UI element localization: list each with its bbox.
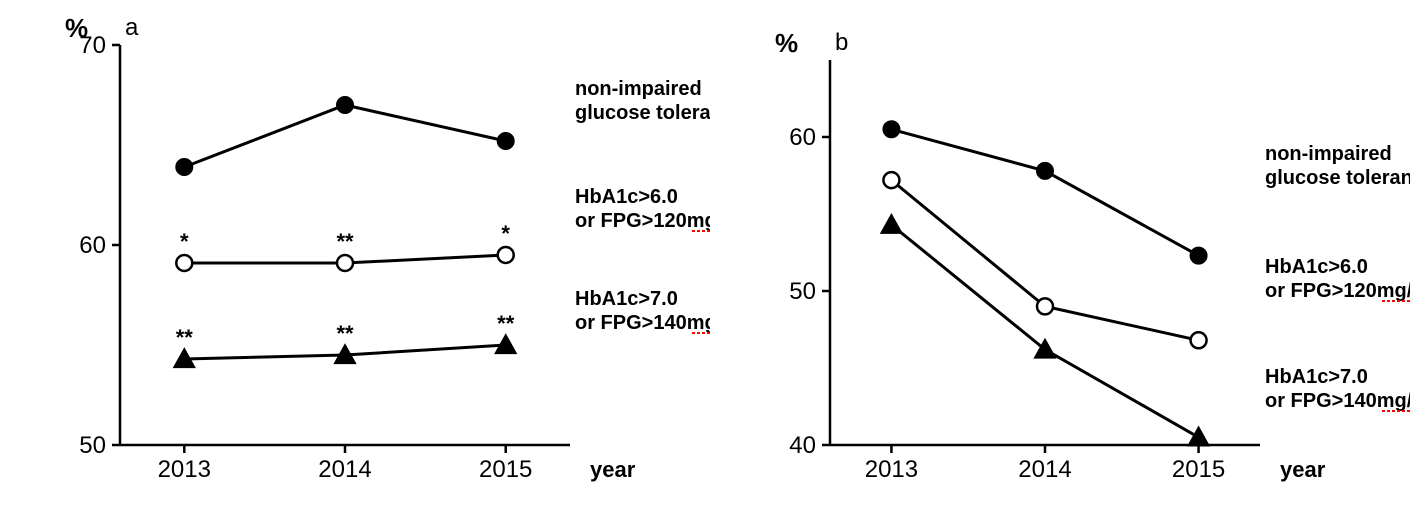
- significance-marker: **: [176, 325, 194, 350]
- x-tick-label: 2014: [1018, 456, 1071, 483]
- x-tick-label: 2015: [1172, 456, 1225, 483]
- panel-label: b: [835, 29, 848, 56]
- y-tick-label: 50: [789, 278, 816, 305]
- y-axis-label: %: [775, 28, 798, 58]
- x-axis-label: year: [590, 457, 636, 482]
- y-tick-label: 40: [789, 432, 816, 459]
- significance-marker: **: [336, 321, 354, 346]
- y-tick-label: 60: [79, 232, 106, 259]
- series-label-line2: or FPG>140mg/dL: [575, 312, 710, 334]
- panel_a-svg: 201320142015506070%yearanon-impairedgluc…: [30, 5, 710, 500]
- series-label-line2: or FPG>120mg/dL: [1265, 280, 1410, 302]
- x-axis-label: year: [1280, 457, 1326, 482]
- significance-marker: *: [501, 221, 510, 246]
- series-label-line1: HbA1c>6.0: [575, 186, 678, 208]
- series-label-line1: non-impaired: [1265, 143, 1392, 165]
- series-label-line1: HbA1c>7.0: [575, 288, 678, 310]
- series-label-line1: HbA1c>6.0: [1265, 256, 1368, 278]
- series-line: [891, 129, 1198, 255]
- series-label-line1: non-impaired: [575, 78, 702, 100]
- significance-marker: **: [336, 229, 354, 254]
- series-label-line1: HbA1c>7.0: [1265, 366, 1368, 388]
- x-tick-label: 2015: [479, 456, 532, 483]
- series-label-line2: or FPG>140mg/dL: [1265, 390, 1410, 412]
- panel_b-svg: 2013 2014 2015 40 50 60% year b non-impairedgluc…: [740, 5, 1410, 500]
- x-tick-label: 2014: [318, 456, 371, 483]
- y-tick-label: 50: [79, 432, 106, 459]
- panel-a: 201320142015506070%yearanon-impairedgluc…: [30, 5, 710, 500]
- y-tick-label: 60: [789, 124, 816, 151]
- significance-marker: *: [180, 229, 189, 254]
- panel-label: a: [125, 14, 139, 41]
- y-axis-label: %: [65, 13, 88, 43]
- series-label-line2: or FPG>120mg/dL: [575, 210, 710, 232]
- figure-container: 201320142015506070%yearanon-impairedgluc…: [0, 0, 1417, 505]
- panel-b: 2013 2014 2015 40 50 60% year b non-impairedgluc…: [740, 5, 1410, 500]
- series-label-line2: glucose tolerance: [575, 102, 710, 124]
- x-tick-label: 2013: [158, 456, 211, 483]
- significance-marker: **: [497, 311, 515, 336]
- series-label-line2: glucose tolerance: [1265, 167, 1410, 189]
- series-line: [891, 180, 1198, 340]
- series-line: [184, 105, 505, 167]
- x-tick-label: 2013: [865, 456, 918, 483]
